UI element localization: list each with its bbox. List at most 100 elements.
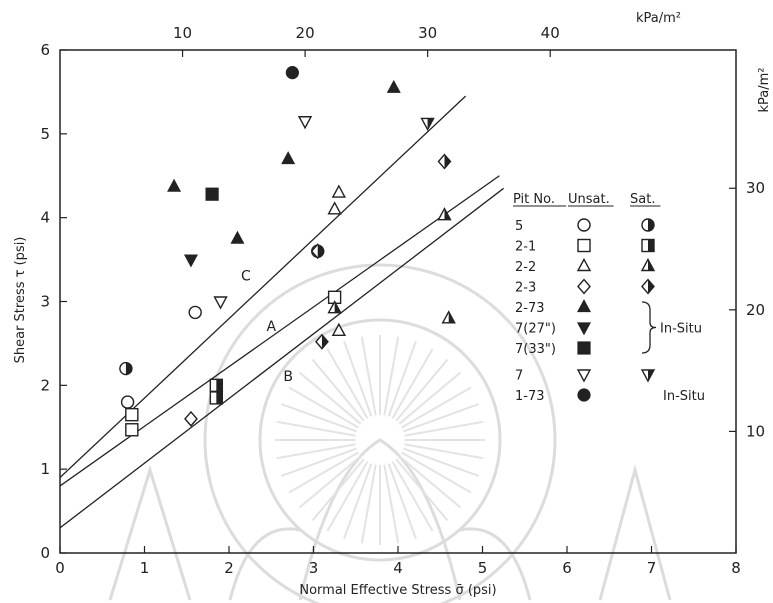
data-point: [285, 66, 299, 80]
watermark-ray: [280, 447, 357, 477]
watermark-ray: [311, 458, 365, 522]
legend-sat-marker: [640, 369, 656, 383]
x-axis-label: Normal Effective Stress σ̄ (psi): [299, 583, 496, 598]
watermark-ray: [360, 336, 377, 416]
watermark-ray: [326, 461, 369, 532]
x-tick-label: 7: [647, 559, 657, 577]
watermark-ray: [398, 371, 462, 425]
data-point: [205, 187, 219, 201]
x-tick-label: 5: [478, 559, 488, 577]
data-point: [315, 333, 329, 350]
fit-line-a: [60, 175, 500, 487]
legend-pit-label: 2-3: [515, 281, 536, 296]
watermark-ray: [403, 447, 480, 477]
legend-pit-label: 7(33"): [515, 342, 556, 357]
data-point: [125, 423, 139, 437]
watermark-ray: [326, 348, 369, 419]
data-point: [119, 361, 133, 376]
y-tick-label: 3: [40, 293, 50, 311]
data-point: [125, 407, 139, 422]
data-point: [437, 207, 452, 221]
legend-unsat-marker: [576, 322, 592, 336]
legend-unsat-marker: [576, 369, 592, 383]
legend-sat-marker: [641, 238, 655, 253]
y-tick-label: 0: [40, 544, 50, 562]
y-tick-label: 5: [40, 125, 50, 143]
watermark-ray: [398, 455, 462, 509]
watermark-ray: [404, 443, 484, 460]
data-point: [167, 178, 182, 192]
watermark-ray: [403, 403, 480, 433]
y-axis-label: Shear Stress τ (psi): [13, 237, 28, 364]
data-point: [184, 410, 198, 427]
legend-unsat-marker: [576, 299, 592, 313]
watermark-ray: [387, 340, 417, 417]
watermark-ray: [280, 403, 357, 433]
y-tick-label: 4: [40, 209, 50, 227]
data-point: [310, 243, 325, 260]
legend-sat-marker: [640, 257, 656, 272]
x-tick-label: 2: [224, 559, 234, 577]
legend-sat-marker: [641, 218, 655, 232]
fit-line-b: [60, 187, 505, 529]
data-point: [213, 296, 228, 310]
legend-pit-label: 7(27"): [515, 322, 556, 337]
data-point: [183, 254, 198, 268]
y-tick-label: 2: [40, 376, 50, 394]
right-tick-label: 10: [746, 422, 765, 440]
watermark-ray: [311, 358, 365, 422]
data-point: [209, 391, 224, 405]
legend-pit-label: 7: [515, 369, 523, 384]
x-tick-label: 3: [309, 559, 319, 577]
data-point: [188, 305, 202, 320]
legend-pit-label: 2-1: [515, 240, 536, 255]
legend-pit-label: 1-73: [515, 389, 545, 404]
legend-unsat-marker: [577, 278, 591, 295]
data-point: [120, 395, 135, 409]
right-tick-label: 20: [746, 301, 765, 319]
x-tick-label: 0: [55, 559, 65, 577]
legend-header: Sat.: [630, 192, 655, 207]
watermark-ray: [383, 336, 400, 416]
data-point: [441, 310, 456, 324]
data-point: [386, 79, 401, 93]
watermark-ray: [298, 455, 362, 509]
watermark-ray: [360, 464, 377, 544]
x-tick-label: 1: [140, 559, 150, 577]
fit-line-label: B: [283, 369, 293, 385]
watermark-ray: [404, 420, 484, 437]
data-point: [420, 117, 435, 132]
legend-sat-marker: [641, 278, 655, 295]
legend-bracket-note: In-Situ: [660, 322, 702, 337]
top-tick-label: 20: [296, 24, 315, 42]
watermark-ray: [401, 451, 472, 494]
y-tick-label: 6: [40, 41, 50, 59]
legend-pit-label: 2-2: [515, 260, 536, 275]
watermark-ray: [401, 386, 472, 429]
watermark-ray: [391, 348, 434, 419]
watermark-ray: [391, 461, 434, 532]
watermark-ray: [343, 463, 373, 540]
legend-unsat-marker: [577, 341, 591, 355]
plot-frame: [59, 49, 737, 554]
data-point: [297, 116, 313, 130]
top-tick-label: 40: [541, 24, 560, 42]
data-point: [437, 153, 452, 170]
legend-note: In-Situ: [663, 389, 705, 404]
watermark-ray: [343, 340, 373, 417]
legend-unsat-marker: [577, 388, 591, 402]
y-tick-label: 1: [40, 460, 50, 478]
fit-line-c: [60, 95, 467, 479]
x-tick-label: 6: [562, 559, 572, 577]
data-point: [327, 201, 342, 215]
legend-bracket: [641, 301, 657, 354]
data-point: [331, 322, 347, 337]
data-point: [281, 151, 296, 165]
fit-line-label: C: [241, 269, 251, 285]
data-point: [331, 184, 347, 198]
legend-unsat-marker: [577, 218, 591, 232]
data-point: [230, 230, 245, 244]
top-axis-unit-label: kPa/m²: [636, 11, 681, 26]
